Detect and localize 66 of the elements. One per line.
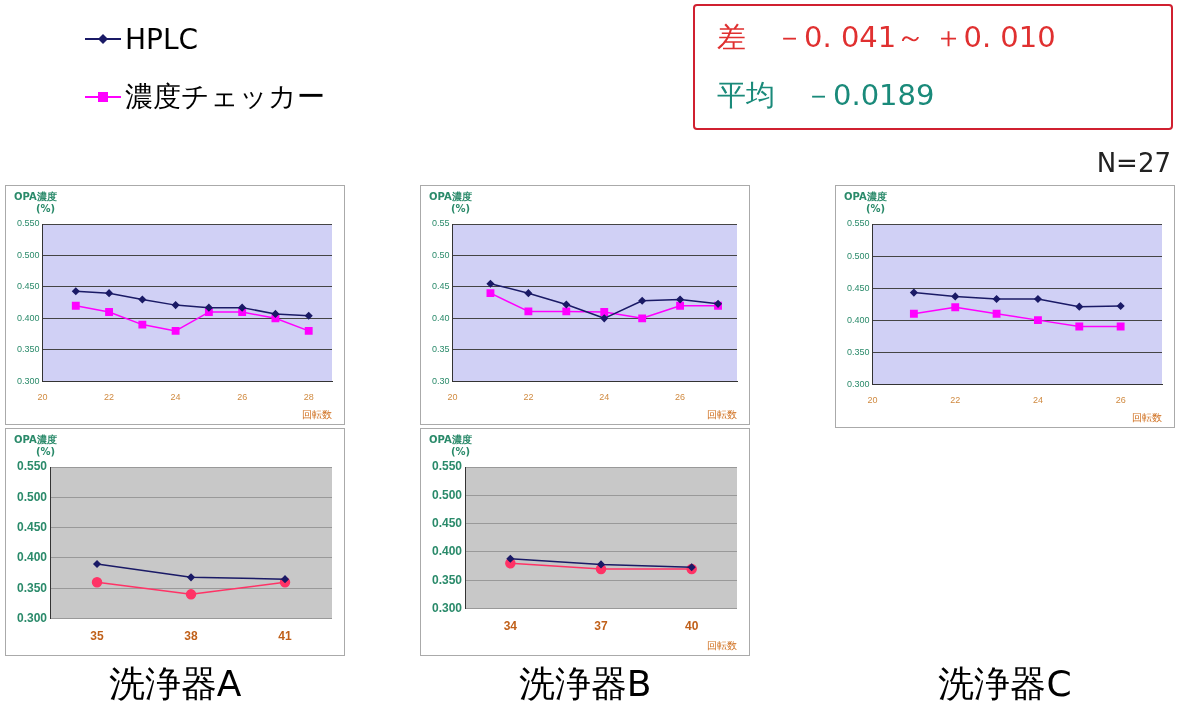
y-axis-title: OPA濃度 (%) (14, 191, 57, 214)
y-tick-label: 0.500 (16, 249, 40, 260)
y-tick-label: 0.50 (431, 249, 450, 260)
y-tick-label: 0.450 (16, 281, 40, 292)
text: 洗浄器C (937, 662, 1073, 706)
y-axis-title: OPA濃度 (%) (844, 191, 887, 214)
y-tick-label: 0.500 (846, 250, 870, 261)
x-axis-title: 回転数 (1132, 412, 1162, 423)
y-tick-label: 0.45 (431, 281, 450, 292)
y-tick-label: 0.350 (17, 580, 48, 595)
x-tick-label: 22 (104, 392, 115, 403)
y-tick-label: 0.300 (846, 378, 870, 389)
x-tick-label: 20 (447, 392, 458, 403)
y-tick-label: 0.450 (432, 515, 463, 530)
text: 平均 －0.0189 (717, 77, 935, 114)
x-tick-label: 24 (170, 392, 181, 403)
x-tick-label: 35 (90, 629, 105, 644)
x-tick-label: 24 (599, 392, 610, 403)
x-tick-label: 38 (184, 629, 199, 644)
x-axis-title: 回転数 (707, 409, 737, 420)
x-tick-label: 24 (1032, 395, 1043, 406)
y-tick-label: 0.300 (17, 610, 48, 625)
y-tick-label: 0.450 (846, 282, 870, 293)
y-tick-label: 0.400 (432, 544, 463, 559)
x-axis-title: 回転数 (302, 409, 332, 420)
x-tick-label: 37 (594, 619, 609, 634)
x-axis-title: 回転数 (707, 640, 737, 651)
y-tick-label: 0.400 (846, 314, 870, 325)
y-tick-label: 0.35 (431, 344, 450, 355)
legend-label: HPLC (125, 22, 199, 56)
legend-label: 濃度チェッカー (125, 79, 325, 115)
y-tick-label: 0.350 (16, 344, 40, 355)
y-tick-label: 0.550 (16, 218, 40, 229)
y-tick-label: 0.500 (17, 489, 48, 504)
y-tick-label: 0.300 (432, 600, 463, 615)
x-tick-label: 20 (867, 395, 878, 406)
y-axis-title: OPA濃度 (%) (14, 434, 57, 457)
x-tick-label: 20 (37, 392, 48, 403)
x-tick-label: 26 (237, 392, 248, 403)
y-tick-label: 0.55 (431, 218, 450, 229)
text: N=27 (1096, 148, 1171, 178)
y-tick-label: 0.500 (432, 487, 463, 502)
x-tick-label: 26 (675, 392, 686, 403)
y-tick-label: 0.550 (846, 218, 870, 229)
x-tick-label: 34 (503, 619, 518, 634)
x-tick-label: 40 (684, 619, 699, 634)
y-tick-label: 0.30 (431, 375, 450, 386)
y-axis-title: OPA濃度 (%) (429, 434, 472, 457)
x-tick-label: 22 (950, 395, 961, 406)
y-tick-label: 0.400 (16, 312, 40, 323)
x-tick-label: 41 (278, 629, 292, 644)
y-tick-label: 0.300 (16, 375, 40, 386)
y-tick-label: 0.350 (846, 346, 870, 357)
x-tick-label: 22 (523, 392, 534, 403)
text: 洗浄器A (107, 662, 243, 706)
y-tick-label: 0.550 (17, 459, 48, 474)
x-tick-label: 26 (1115, 395, 1126, 406)
y-tick-label: 0.350 (432, 572, 463, 587)
y-tick-label: 0.40 (431, 312, 450, 323)
y-axis-title: OPA濃度 (%) (429, 191, 472, 214)
y-tick-label: 0.450 (17, 519, 48, 534)
text: 洗浄器B (517, 662, 653, 706)
x-tick-label: 28 (303, 392, 314, 403)
text: 差 －0. 041～ ＋0. 010 (717, 19, 1056, 56)
y-tick-label: 0.550 (432, 459, 463, 474)
y-tick-label: 0.400 (17, 550, 48, 565)
